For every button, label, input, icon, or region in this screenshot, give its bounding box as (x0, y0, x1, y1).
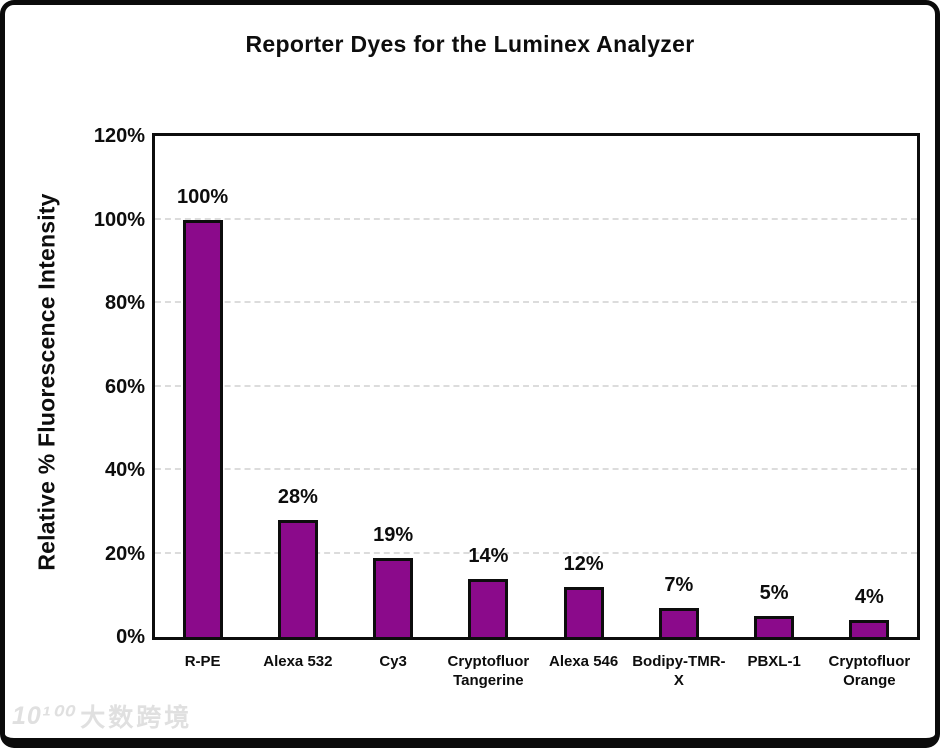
y-tick-label: 40% (104, 459, 145, 481)
bar-value-label: 28% (277, 486, 318, 509)
bar-value-label: 7% (664, 573, 694, 596)
bar-cryptofluor-tangerine (468, 578, 509, 637)
watermark-text: 大数跨境 (80, 704, 193, 732)
y-tick-label: 80% (104, 292, 145, 314)
gridline-100pct (155, 217, 917, 220)
y-tick-label: 0% (116, 626, 145, 648)
watermark-logo-icon: 10¹⁰⁰ (12, 702, 74, 730)
gridline-60pct (155, 384, 917, 387)
y-tick-label: 100% (93, 208, 145, 231)
x-tick-label: PBXL-1 (747, 653, 801, 670)
plot-area (152, 133, 920, 640)
gridline-40pct (155, 468, 917, 470)
y-tick-label: 20% (104, 542, 145, 565)
bar-alexa-546 (563, 586, 604, 637)
chart-title: Reporter Dyes for the Luminex Analyzer (245, 31, 695, 57)
gridline-20pct (155, 551, 917, 554)
y-tick-label: 120% (93, 125, 145, 147)
bar-pbxl-1 (754, 616, 795, 637)
bar-value-label: 100% (177, 185, 229, 208)
x-tick-label: Cryptofluor Orange (828, 653, 911, 689)
x-tick-label: Cy3 (379, 653, 407, 670)
bar-value-label: 5% (759, 582, 789, 605)
bar-cy3 (373, 557, 414, 637)
x-tick-label: Bodipy-TMR-X (632, 653, 726, 689)
bar-r-pe (182, 219, 223, 637)
bar-bodipy-tmr-x (658, 607, 699, 637)
y-tick-label: 60% (104, 375, 145, 398)
bar-cryptofluor-orange (849, 620, 890, 637)
x-tick-label: R-PE (184, 653, 221, 670)
gridline-80pct (155, 301, 917, 303)
bar-value-label: 4% (854, 586, 884, 609)
bar-value-label: 12% (563, 552, 604, 575)
watermark: 10¹⁰⁰ 大数跨境 (12, 698, 192, 734)
bar-value-label: 19% (373, 523, 414, 546)
bar-alexa-532 (277, 520, 318, 637)
x-tick-label: Cryptofluor Tangerine (447, 653, 530, 689)
x-tick-label: Alexa 546 (549, 653, 619, 670)
x-tick-label: Alexa 532 (263, 653, 333, 670)
bar-value-label: 14% (468, 544, 509, 567)
